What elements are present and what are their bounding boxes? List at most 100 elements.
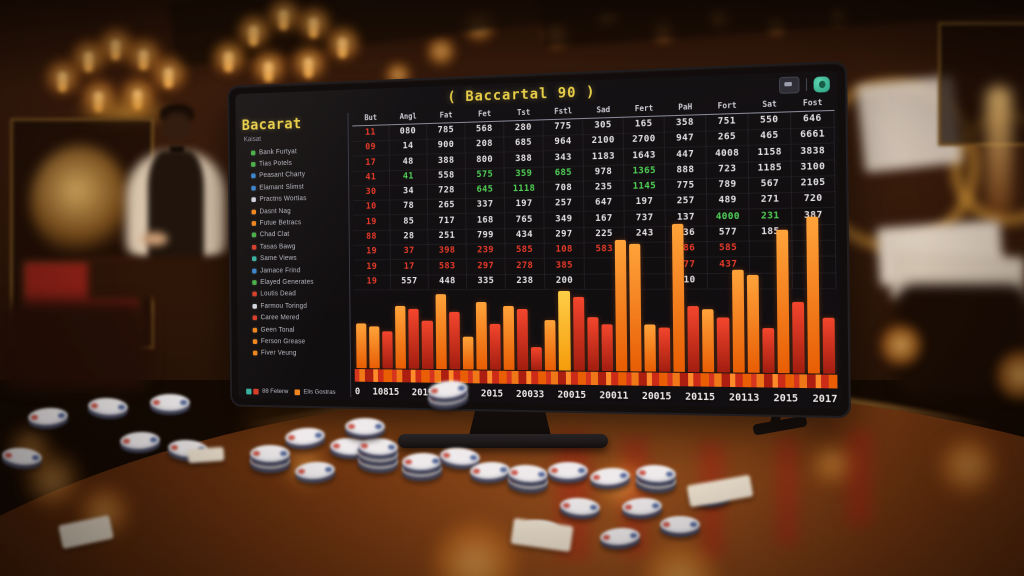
legend-label: Same Views <box>259 255 297 263</box>
bar <box>687 306 700 373</box>
x-axis-label: 0 <box>354 386 361 398</box>
legend-swatch-icon <box>294 388 300 395</box>
heat-strip-segment <box>700 373 710 387</box>
heat-strip-segment <box>806 374 817 389</box>
table-cell: 1118 <box>504 181 545 199</box>
heat-strip-segment <box>402 369 411 383</box>
legend-label: Ferson Grease <box>260 338 306 346</box>
table-cell: 645 <box>465 182 505 200</box>
bar <box>702 309 715 373</box>
bar <box>489 324 501 370</box>
heat-strip-segment <box>721 373 731 387</box>
bar <box>776 229 790 374</box>
screen: ( Baccartal 90 ) Bacarat Kaisat Bank Fur… <box>235 70 842 409</box>
table-cell: 10 <box>352 199 391 217</box>
table-header-cell: Tst <box>516 107 531 118</box>
legend-label: Practns Wortias <box>259 195 307 204</box>
legend-label: Caree Mered <box>260 314 300 322</box>
table-cell: 343 <box>543 149 584 168</box>
bar <box>408 309 420 369</box>
legend-dot-icon <box>250 150 256 156</box>
heat-strip-segment <box>479 370 488 384</box>
icon-divider <box>805 78 808 91</box>
bar <box>421 321 434 369</box>
legend-dot-icon <box>251 185 256 191</box>
table-cell: 1365 <box>624 163 666 181</box>
ceiling-beam <box>168 0 892 68</box>
table-cell: 728 <box>427 183 467 200</box>
table-cell: 2105 <box>791 175 836 194</box>
legend-dot-icon <box>252 303 257 309</box>
dealer-head <box>162 112 192 142</box>
dealer-bowtie <box>170 146 184 153</box>
back-table <box>0 300 150 390</box>
table-cell: 30 <box>352 185 391 202</box>
bokeh-light <box>463 10 495 42</box>
monitor: ( Baccartal 90 ) Bacarat Kaisat Bank Fur… <box>227 60 852 419</box>
table-header-cell: Fat <box>439 110 453 120</box>
table-cell: 34 <box>390 184 428 201</box>
heat-strip-segment <box>517 370 527 385</box>
poker-chip <box>660 516 700 533</box>
bar <box>822 317 836 374</box>
legend-dot-icon <box>251 197 256 203</box>
legend-footer-item: Elis Gostras <box>294 388 336 396</box>
legend-label: Dasnt Nag <box>259 207 291 215</box>
table-cell: 1145 <box>624 179 666 197</box>
table-cell: 78 <box>390 199 429 216</box>
bar <box>462 336 474 370</box>
bar <box>586 316 599 371</box>
chandelier-glow <box>296 5 332 41</box>
legend-dot-icon <box>252 280 257 285</box>
legend-label: Peasant Charty <box>259 171 306 180</box>
poker-chip <box>548 462 588 479</box>
table-cell: 1158 <box>748 144 792 163</box>
screen-menu-icon[interactable] <box>778 76 800 94</box>
table-cell: 558 <box>427 168 466 185</box>
bar-chart: 0108152019201520152003320015200112001520… <box>353 209 838 405</box>
bar <box>516 309 529 371</box>
bar <box>672 223 686 372</box>
table-header-cell: Fost <box>802 97 823 108</box>
table-cell: 685 <box>543 165 584 183</box>
table-cell: 48 <box>389 154 428 171</box>
bar <box>601 324 613 372</box>
poker-chip <box>150 394 190 411</box>
heat-strip-segment <box>658 372 668 387</box>
status-gem-icon[interactable] <box>813 75 830 93</box>
heat-strip-segment <box>638 372 648 386</box>
legend-item: Farmou Toringd <box>244 300 345 312</box>
dealer-vest <box>148 150 204 272</box>
table-cell: 775 <box>665 178 708 196</box>
chandelier-glow <box>325 25 361 61</box>
bar <box>791 301 805 374</box>
legend-footer-label: 88 Feterw <box>262 387 289 396</box>
legend-swatch-icon <box>253 388 259 395</box>
table-cell: 197 <box>624 194 666 212</box>
legend-swatch-icon <box>246 388 252 394</box>
heat-strip-segment <box>421 369 430 383</box>
bar <box>356 323 367 369</box>
bar <box>544 319 557 371</box>
chandelier-candle <box>224 52 233 72</box>
legend-dot-icon <box>252 268 257 274</box>
chandelier-glow <box>236 13 272 49</box>
chandelier-candle <box>58 72 67 92</box>
chandelier-candle <box>94 92 103 112</box>
table-cell: 235 <box>583 179 625 198</box>
x-axis-label: 2015 <box>480 388 504 400</box>
heat-strip-segment <box>617 372 627 386</box>
table-cell: 388 <box>504 151 544 169</box>
monitor-stand-base <box>398 434 608 448</box>
chandelier-glow <box>97 26 135 64</box>
bar <box>572 296 585 371</box>
bar <box>475 301 488 370</box>
bar <box>658 328 671 372</box>
heat-strip-segment <box>365 369 374 382</box>
table-cell: 257 <box>665 194 708 212</box>
sidebar-subtitle: Kaisat <box>243 136 262 144</box>
legend-label: Elamant Slimst <box>259 183 304 192</box>
amber-edge-glow <box>938 436 998 496</box>
table-header-cell: PaH <box>678 102 693 112</box>
legend-footer: 88 Feterw Elis Gostras <box>246 387 336 396</box>
